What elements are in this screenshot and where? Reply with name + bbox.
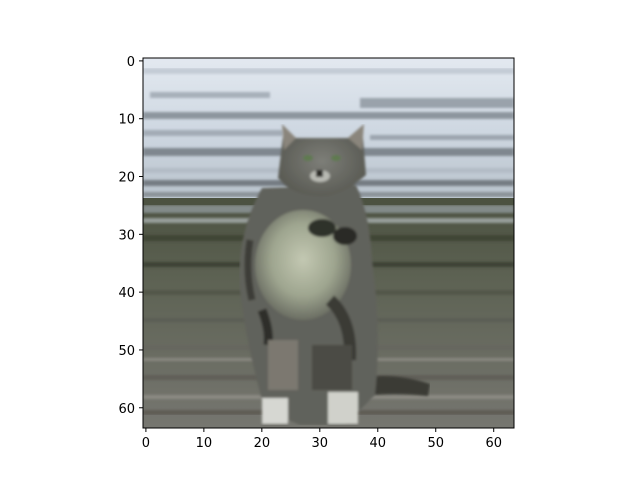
x-tick-label: 30 xyxy=(312,436,329,451)
y-tick-label: 0 xyxy=(127,55,135,70)
cat-image xyxy=(143,58,514,428)
x-tick-label: 20 xyxy=(254,436,271,451)
y-tick-label: 50 xyxy=(118,344,135,359)
cat-feet xyxy=(262,398,288,424)
y-tick-label: 30 xyxy=(118,228,135,243)
y-tick-label: 20 xyxy=(118,171,135,186)
x-tick-label: 0 xyxy=(142,436,150,451)
axes-frame xyxy=(142,57,515,429)
y-tick-label: 10 xyxy=(118,113,135,128)
x-tick-label: 60 xyxy=(485,436,502,451)
cat-chest xyxy=(255,210,351,320)
cat xyxy=(239,124,430,425)
x-axis: 0 10 20 30 40 50 60 xyxy=(142,428,502,451)
y-axis: 0 10 20 30 40 50 60 xyxy=(118,55,143,417)
y-tick-label: 60 xyxy=(118,402,135,417)
x-tick-label: 10 xyxy=(196,436,213,451)
cat-head xyxy=(278,126,366,197)
y-tick-label: 40 xyxy=(118,286,135,301)
x-tick-label: 40 xyxy=(370,436,387,451)
x-tick-label: 50 xyxy=(427,436,444,451)
